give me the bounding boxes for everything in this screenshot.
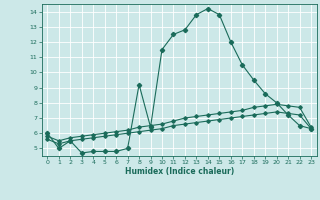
- X-axis label: Humidex (Indice chaleur): Humidex (Indice chaleur): [124, 167, 234, 176]
